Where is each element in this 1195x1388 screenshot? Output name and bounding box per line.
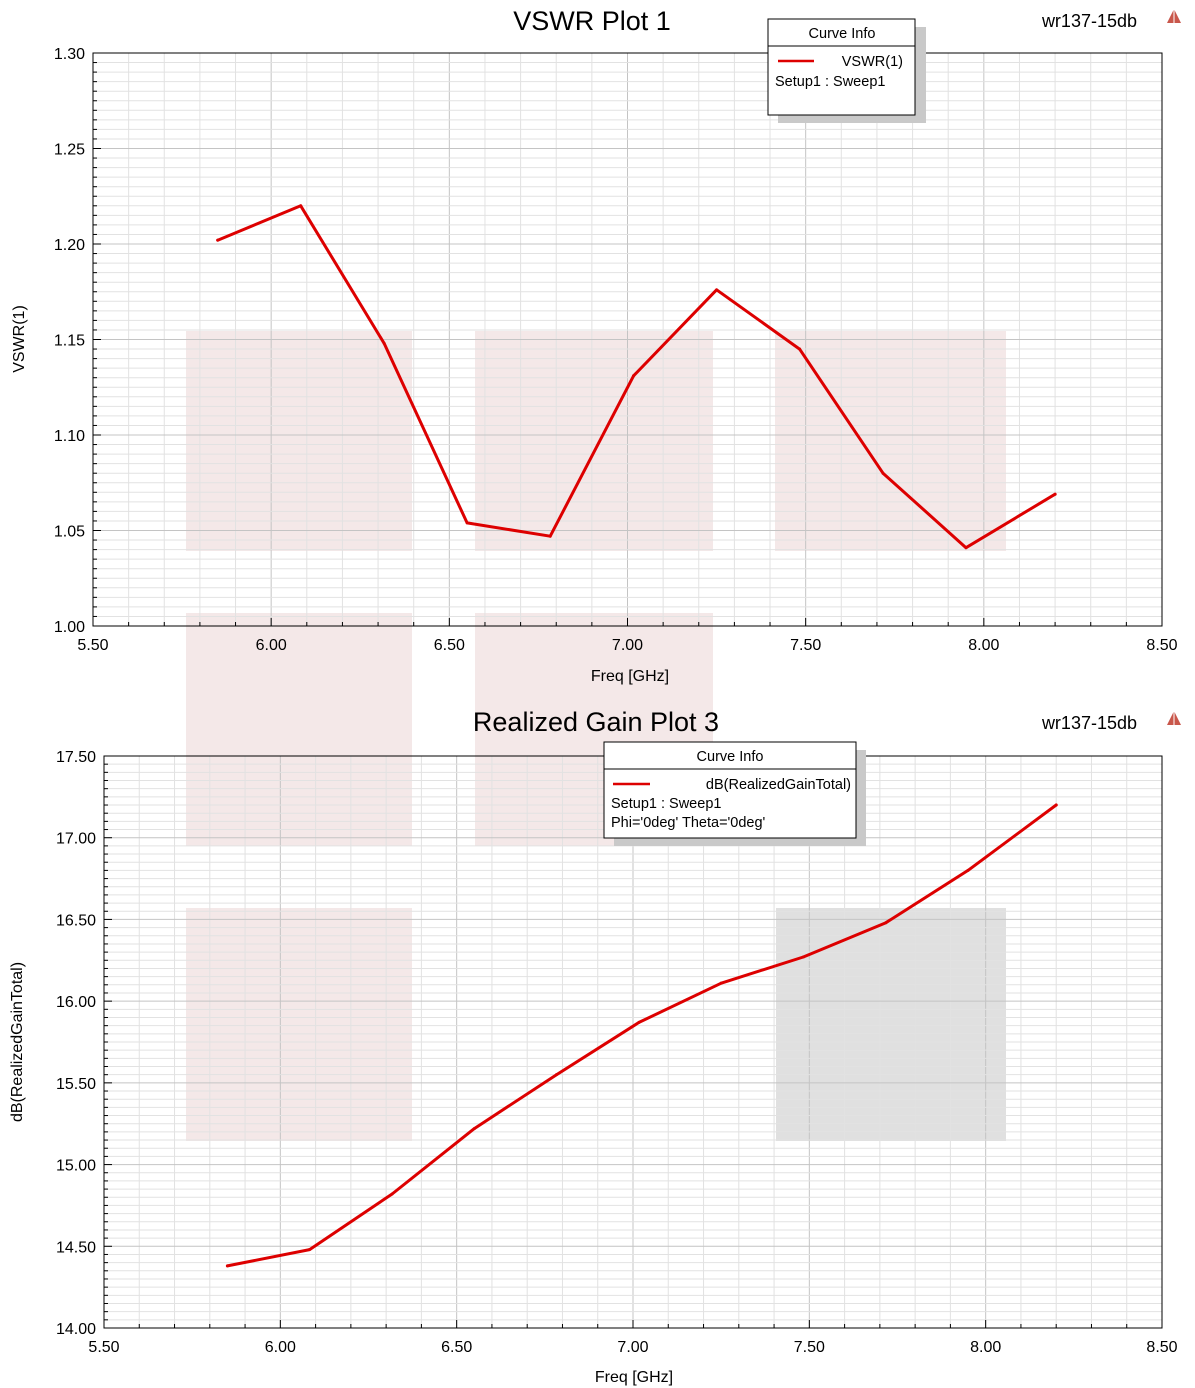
data-point [801, 955, 805, 959]
legend-entry-detail: Setup1 : Sweep1 [775, 74, 885, 90]
legend-entry-label: dB(RealizedGainTotal) [706, 777, 851, 793]
axis-ticks [104, 763, 1128, 1328]
data-point [715, 288, 719, 292]
axis-ticks [93, 62, 1127, 626]
project-name: wr137-15db [1041, 11, 1137, 31]
vswr-chart: VSWR Plot 1 wr137-15db 5.50 6.00 6.50 7.00 7… [11, 6, 1181, 685]
x-tick-label: 7.50 [794, 1339, 825, 1356]
data-point [719, 981, 723, 985]
x-axis-label: Freq [GHz] [595, 1369, 673, 1386]
plot-grid [93, 53, 1162, 626]
x-tick-label: 7.00 [617, 1339, 648, 1356]
y-tick-label: 14.50 [56, 1239, 96, 1256]
realized-gain-chart: Realized Gain Plot 3 wr137-15db 5.50 6.00… [9, 707, 1181, 1386]
x-tick-label: 7.50 [790, 637, 821, 654]
data-point [465, 521, 469, 525]
x-tick-label: 8.50 [1146, 1339, 1177, 1356]
y-tick-labels: 1.00 1.05 1.10 1.15 1.20 1.25 1.30 [54, 46, 85, 636]
legend-entry-detail: Setup1 : Sweep1 [611, 796, 721, 812]
y-tick-label: 15.50 [56, 1076, 96, 1093]
y-tick-label: 17.00 [56, 831, 96, 848]
legend-title: Curve Info [809, 26, 876, 42]
x-tick-label: 8.50 [1146, 637, 1177, 654]
x-tick-label: 6.50 [434, 637, 465, 654]
legend-title: Curve Info [697, 749, 764, 765]
legend: Curve Info dB(RealizedGainTotal) Setup1 … [603, 741, 866, 846]
y-tick-label: 16.00 [56, 994, 96, 1011]
y-tick-labels: 14.00 14.50 15.00 15.50 16.00 16.50 17.00 17.50 [56, 749, 96, 1338]
y-tick-label: 1.15 [54, 333, 85, 350]
y-tick-label: 1.10 [54, 428, 85, 445]
gain-points [225, 803, 1058, 1268]
x-tick-label: 6.00 [265, 1339, 296, 1356]
data-point [632, 374, 636, 378]
y-tick-label: 14.00 [56, 1321, 96, 1338]
chart-title: Realized Gain Plot 3 [473, 707, 719, 737]
data-point [382, 341, 386, 345]
data-point [554, 1073, 558, 1077]
data-point [1054, 803, 1058, 807]
y-tick-label: 1.30 [54, 46, 85, 63]
x-tick-labels: 5.50 6.00 6.50 7.00 7.50 8.00 8.50 [88, 1339, 1177, 1356]
legend-entry-detail: Phi='0deg' Theta='0deg' [611, 815, 766, 831]
data-point [881, 471, 885, 475]
x-tick-label: 7.00 [612, 637, 643, 654]
data-point [472, 1127, 476, 1131]
chart-title: VSWR Plot 1 [513, 6, 671, 36]
data-point [299, 204, 303, 208]
vswr-points [216, 204, 1057, 550]
data-point [1053, 492, 1057, 496]
logo-icon [1167, 711, 1181, 725]
y-tick-label: 17.50 [56, 749, 96, 766]
x-tick-labels: 5.50 6.00 6.50 7.00 7.50 8.00 8.50 [77, 637, 1177, 654]
x-tick-label: 6.00 [256, 637, 287, 654]
legend-entry-label: VSWR(1) [842, 54, 903, 70]
y-tick-label: 1.20 [54, 237, 85, 254]
x-tick-label: 5.50 [77, 637, 108, 654]
data-point [308, 1248, 312, 1252]
logo-icon [1167, 9, 1181, 23]
data-point [966, 868, 970, 872]
x-tick-label: 8.00 [968, 637, 999, 654]
x-tick-label: 6.50 [441, 1339, 472, 1356]
data-point [548, 534, 552, 538]
y-tick-label: 1.25 [54, 142, 85, 159]
data-point [225, 1264, 229, 1268]
x-tick-label: 5.50 [88, 1339, 119, 1356]
y-tick-label: 16.50 [56, 912, 96, 929]
project-name: wr137-15db [1041, 713, 1137, 733]
data-point [964, 546, 968, 550]
y-axis-label: dB(RealizedGainTotal) [9, 962, 26, 1122]
y-tick-label: 1.05 [54, 524, 85, 541]
y-tick-label: 1.00 [54, 619, 85, 636]
y-tick-label: 15.00 [56, 1158, 96, 1175]
y-axis-label: VSWR(1) [11, 305, 28, 373]
data-point [798, 347, 802, 351]
data-point [390, 1192, 394, 1196]
data-point [884, 921, 888, 925]
legend: Curve Info VSWR(1) Setup1 : Sweep1 [767, 18, 926, 123]
data-point [637, 1020, 641, 1024]
x-tick-label: 8.00 [970, 1339, 1001, 1356]
data-point [216, 238, 220, 242]
x-axis-label: Freq [GHz] [591, 668, 669, 685]
